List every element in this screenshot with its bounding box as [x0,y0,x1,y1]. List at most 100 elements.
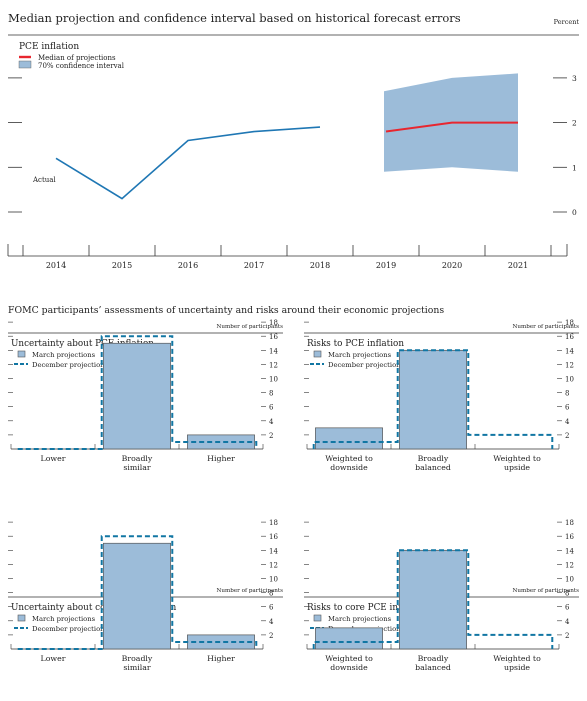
x-category-label-1: balanced [415,663,451,672]
bar-panel-1: Number of participants Uncertainty about … [8,319,283,472]
y-tick-label-0: 0 [572,208,577,217]
legend-december-label: December projections [32,361,109,369]
y-tick-label-8: 8 [269,390,273,398]
x-tick-label-2020: 2020 [442,261,462,270]
bar-panel-4: Number of participants Risks to core PCE … [304,519,579,672]
y-tick-label-12: 12 [269,561,278,569]
y-tick-label-6: 6 [269,404,274,412]
y-tick-label-18: 18 [565,519,574,527]
y-tick-label-18: 18 [565,319,574,327]
y-tick-label-16: 16 [565,333,574,341]
y-tick-label-10: 10 [565,376,574,384]
x-category-label-0: Lower [41,454,66,463]
december-outline [17,535,258,650]
panel-title: Uncertainty about PCE inflation [11,339,154,349]
bar-march-1 [103,342,171,450]
december-outline [312,349,554,449]
bar-march-0 [315,627,383,650]
bar-panel-2: Number of participants Risks to PCE infla… [304,319,579,472]
panel-ylabel: Number of participants [216,588,283,594]
x-category-label-1: balanced [415,463,451,472]
panel-ylabel: Number of participants [512,324,579,330]
y-tick-label-6: 6 [565,604,570,612]
legend-march-label: March projections [32,615,96,623]
x-category-label-2: Higher [207,654,235,663]
top-figure-title: Median projection and confidence interva… [8,11,461,25]
legend-march-label: March projections [328,351,392,359]
y-tick-label-12: 12 [269,361,278,369]
legend-interval-swatch [18,60,32,69]
x-tick-label-2018: 2018 [310,261,330,270]
median-projection-line [385,121,518,133]
y-tick-label-12: 12 [565,561,574,569]
y-tick-label-8: 8 [269,590,273,598]
x-category-label-2: upside [504,463,530,472]
x-tick-label-2015: 2015 [112,261,132,270]
panel-ylabel: Number of participants [216,324,283,330]
x-category-label-1: Broadly [418,654,449,663]
legend-december-label: December projections [328,361,405,369]
y-tick-label-10: 10 [269,376,278,384]
x-category-label-0: downside [330,663,368,672]
x-category-label-2: upside [504,663,530,672]
x-tick-label-2014: 2014 [46,261,66,270]
bar-march-1 [103,542,171,650]
december-outline [17,335,258,450]
y-tick-label-18: 18 [269,319,278,327]
panel-title: Risks to PCE inflation [307,339,404,349]
y-tick-label-2: 2 [269,432,273,440]
y-tick-label-2: 2 [565,632,569,640]
y-tick-label-16: 16 [565,533,574,541]
line-chart-title: PCE inflation [19,42,79,52]
y-tick-label-2: 2 [572,119,577,128]
x-tick-label-2016: 2016 [178,261,198,270]
y-tick-label-14: 14 [565,547,574,555]
legend-interval-label: 70% confidence interval [38,62,125,70]
y-tick-label-10: 10 [565,576,574,584]
y-tick-label-2: 2 [269,632,273,640]
legend-march-label: March projections [32,351,96,359]
y-tick-label-14: 14 [269,547,278,555]
y-tick-label-1: 1 [572,163,577,172]
panel-title: Risks to core PCE inflation [307,603,427,613]
x-category-label-2: Higher [207,454,235,463]
y-tick-label-2: 2 [565,432,569,440]
bar-march-0 [315,427,383,450]
x-category-label-1: similar [123,463,151,472]
y-tick-label-4: 4 [269,618,274,626]
panel-ylabel: Number of participants [512,588,579,594]
x-tick-label-2021: 2021 [508,261,528,270]
y-tick-label-16: 16 [269,533,278,541]
y-tick-label-4: 4 [565,618,570,626]
x-category-label-1: Broadly [122,654,153,663]
x-category-label-0: Lower [41,654,66,663]
legend-march-swatch [313,350,322,358]
actual-line [55,126,321,200]
y-tick-label-3: 3 [572,74,577,83]
december-outline [312,549,554,649]
panel-title: Uncertainty about core PCE inflation [11,603,177,613]
x-category-label-0: downside [330,463,368,472]
bottom-section-title: FOMC participants’ assessments of uncert… [8,305,444,316]
legend-median-label: Median of projections [38,54,116,62]
y-tick-label-4: 4 [565,418,570,426]
y-tick-label-6: 6 [269,604,274,612]
y-tick-label-10: 10 [269,576,278,584]
unit-label: Percent [554,18,580,26]
y-tick-label-14: 14 [269,347,278,355]
legend-december-label: December projections [32,625,109,633]
bar-panel-3: Number of participants Uncertainty about … [8,519,283,672]
x-category-label-2: Weighted to [493,654,541,663]
y-tick-label-18: 18 [269,519,278,527]
bar-march-2 [187,634,255,650]
bar-march-1 [399,349,467,450]
x-category-label-1: Broadly [418,454,449,463]
x-category-label-1: Broadly [122,454,153,463]
y-tick-label-16: 16 [269,333,278,341]
legend-march-swatch [17,614,26,622]
y-tick-label-14: 14 [565,347,574,355]
actual-annotation: Actual [32,176,56,184]
y-tick-label-12: 12 [565,361,574,369]
x-category-label-0: Weighted to [325,654,373,663]
